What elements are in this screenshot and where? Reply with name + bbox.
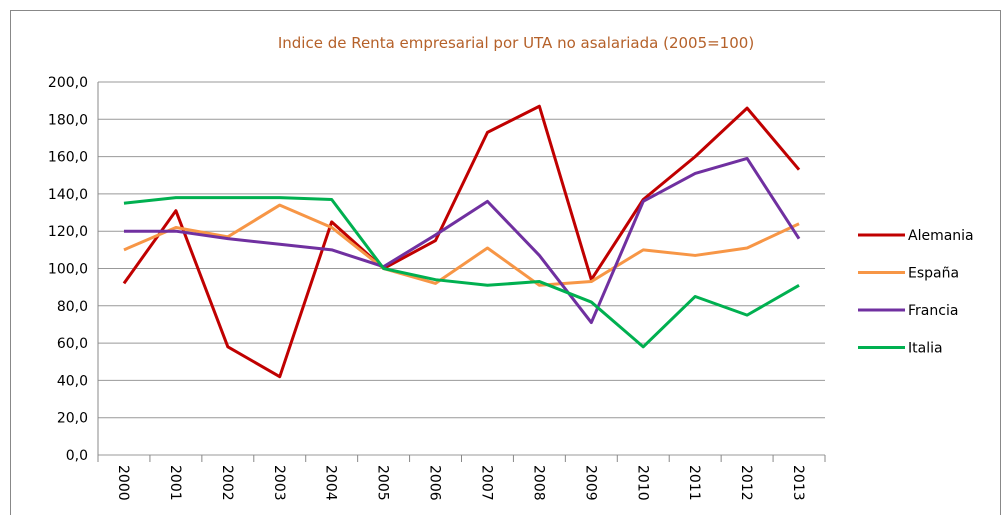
chart-frame — [10, 10, 1001, 519]
x-tick-label: 2004 — [323, 465, 339, 501]
series-line — [122, 104, 801, 379]
y-tick-label: 120,0 — [48, 224, 88, 240]
y-tick-label: 100,0 — [48, 262, 88, 278]
y-tick-label: 160,0 — [48, 150, 88, 166]
series-line — [123, 203, 800, 287]
x-tick-label: 2009 — [582, 465, 598, 501]
y-tick-label: 0,0 — [66, 448, 88, 464]
legend-label: España — [908, 266, 959, 282]
x-tick-label: 2001 — [167, 465, 183, 501]
y-tick-label: 140,0 — [48, 187, 88, 203]
x-tick-label: 2010 — [634, 465, 650, 501]
x-tick-label: 2005 — [375, 465, 391, 501]
y-tick-label: 60,0 — [57, 336, 88, 352]
y-tick-label: 200,0 — [48, 75, 88, 91]
x-tick-label: 2000 — [115, 465, 131, 501]
y-tick-label: 80,0 — [57, 299, 88, 315]
x-tick-label: 2006 — [427, 465, 443, 501]
y-tick-label: 40,0 — [57, 373, 88, 389]
series-line — [123, 156, 801, 325]
x-tick-label: 2007 — [478, 465, 494, 501]
chart-title: Indice de Renta empresarial por UTA no a… — [278, 34, 754, 52]
x-tick-label: 2003 — [271, 465, 287, 501]
legend-label: Francia — [908, 303, 958, 319]
x-tick-label: 2012 — [738, 465, 754, 501]
x-tick-label: 2008 — [530, 465, 546, 501]
x-tick-label: 2013 — [790, 465, 806, 501]
x-tick-label: 2002 — [219, 465, 235, 501]
series-line — [123, 196, 800, 349]
x-tick-label: 2011 — [686, 465, 702, 501]
y-tick-label: 180,0 — [48, 112, 88, 128]
y-tick-label: 20,0 — [57, 411, 88, 427]
legend-label: Italia — [908, 341, 943, 357]
legend-label: Alemania — [908, 228, 974, 244]
